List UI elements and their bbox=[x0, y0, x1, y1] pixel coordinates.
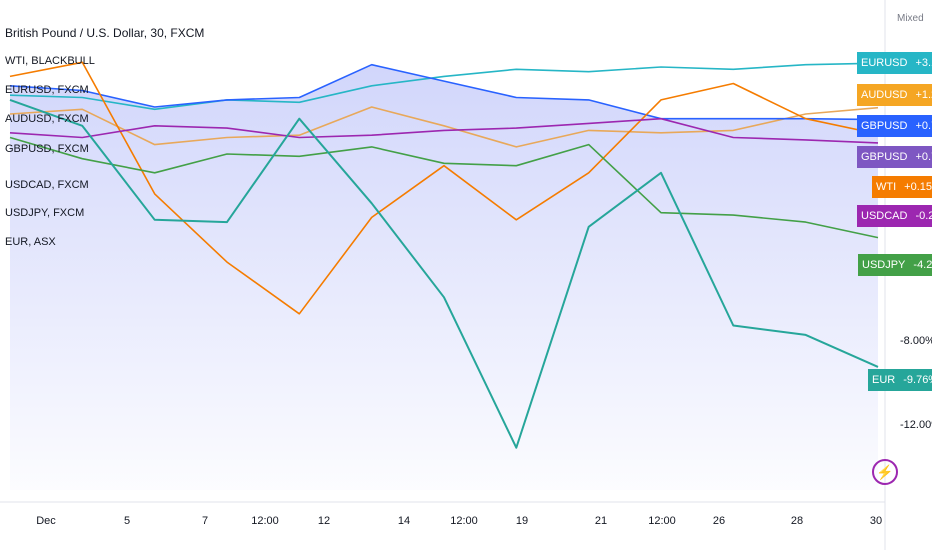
badge-eur: EUR -9.76% bbox=[868, 369, 932, 391]
series-line-usdcad[interactable] bbox=[9, 117, 879, 144]
series-line-usdjpy[interactable] bbox=[9, 136, 879, 239]
badge-value: +1.27% bbox=[911, 84, 932, 106]
legend-eurusd[interactable]: EURUSD, FXCM bbox=[5, 84, 89, 96]
x-tick-label: Dec bbox=[36, 515, 56, 527]
x-tick-label: 19 bbox=[515, 515, 529, 527]
x-tick-label: 12:00 bbox=[648, 515, 676, 527]
series-line-eur[interactable] bbox=[9, 98, 879, 449]
x-tick-label: 12 bbox=[317, 515, 331, 527]
legend-audusd[interactable]: AUDUSD, FXCM bbox=[5, 113, 89, 125]
y-tick-label: -8.00% bbox=[900, 335, 932, 347]
scale-mode-label[interactable]: Mixed bbox=[897, 13, 924, 24]
x-tick-label: 7 bbox=[201, 515, 209, 527]
x-tick-label: 12:00 bbox=[450, 515, 478, 527]
y-tick-label: -12.00% bbox=[900, 419, 932, 431]
x-tick-label: 26 bbox=[712, 515, 726, 527]
legend-wti[interactable]: WTI, BLACKBULL bbox=[5, 55, 95, 67]
x-tick-label: 21 bbox=[594, 515, 608, 527]
x-tick-label: 30 bbox=[869, 515, 883, 527]
series-area-gbpusd bbox=[10, 64, 878, 490]
chart-title: British Pound / U.S. Dollar, 30, FXCM bbox=[5, 26, 205, 40]
badge-gbpusd-purple: GBPUSD +0.76% bbox=[857, 146, 932, 168]
badge-symbol: GBPUSD bbox=[857, 115, 912, 137]
badge-value: +0.15% bbox=[900, 176, 932, 198]
badge-audusd: AUDUSD +1.27% bbox=[857, 84, 932, 106]
badge-usdjpy: USDJPY -4.26% bbox=[858, 254, 932, 276]
badge-gbpusd-blue: GBPUSD +0.76% bbox=[857, 115, 932, 137]
badge-usdcad: USDCAD -0.23% bbox=[857, 205, 932, 227]
lightning-icon[interactable]: ⚡ bbox=[872, 459, 898, 485]
badge-value: +0.76% bbox=[911, 146, 932, 168]
legend-usdjpy[interactable]: USDJPY, FXCM bbox=[5, 207, 85, 219]
badge-value: -9.76% bbox=[899, 369, 932, 391]
badge-symbol: GBPUSD bbox=[857, 146, 912, 168]
legend-usdcad[interactable]: USDCAD, FXCM bbox=[5, 179, 89, 191]
badge-eurusd: EURUSD +3.16% bbox=[857, 52, 932, 74]
legend-eur[interactable]: EUR, ASX bbox=[5, 236, 56, 248]
badge-symbol: WTI bbox=[872, 176, 901, 198]
series-line-gbpusd[interactable] bbox=[9, 63, 879, 121]
x-tick-label: 12:00 bbox=[251, 515, 279, 527]
x-tick-label: 28 bbox=[790, 515, 804, 527]
badge-symbol: EUR bbox=[868, 369, 900, 391]
badge-symbol: AUDUSD bbox=[857, 84, 912, 106]
badge-value: +0.76% bbox=[911, 115, 932, 137]
series-line-eurusd[interactable] bbox=[9, 62, 879, 111]
badge-value: -0.23% bbox=[911, 205, 932, 227]
badge-wti: WTI +0.15% bbox=[872, 176, 932, 198]
x-tick-label: 5 bbox=[123, 515, 131, 527]
x-tick-label: 14 bbox=[397, 515, 411, 527]
series-line-audusd[interactable] bbox=[9, 106, 879, 148]
legend-gbpusd[interactable]: GBPUSD, FXCM bbox=[5, 143, 89, 155]
badge-symbol: USDJPY bbox=[858, 254, 910, 276]
badge-value: +3.16% bbox=[911, 52, 932, 74]
badge-value: -4.26% bbox=[909, 254, 932, 276]
badge-symbol: USDCAD bbox=[857, 205, 912, 227]
badge-symbol: EURUSD bbox=[857, 52, 912, 74]
series-line-wti[interactable] bbox=[9, 61, 879, 315]
